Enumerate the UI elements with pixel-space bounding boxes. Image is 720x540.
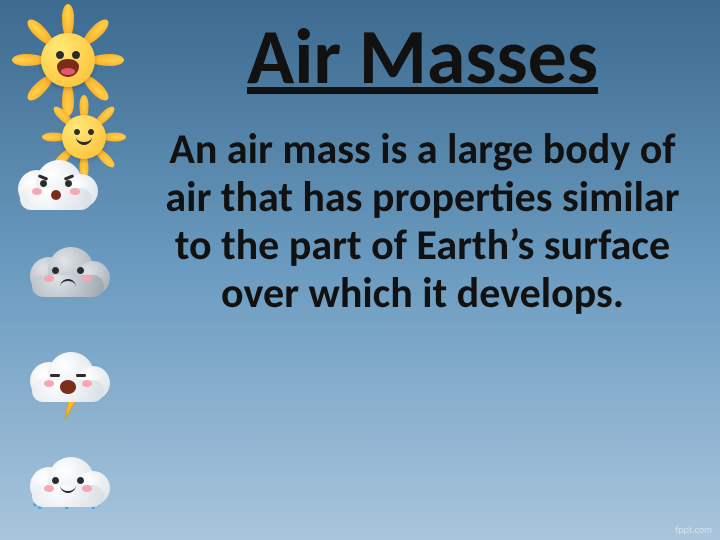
snow-cloud-icon	[26, 455, 110, 505]
rainy-icon	[18, 226, 118, 314]
storm-cloud-icon	[26, 350, 110, 400]
slide-body: An air mass is a large body of air that …	[155, 126, 690, 318]
cloud-angry-icon	[14, 158, 98, 208]
sunny-icon	[18, 16, 118, 104]
sun-behind-icon	[62, 115, 106, 159]
gray-cloud-icon	[26, 245, 110, 295]
partly-sunny-icon	[18, 121, 118, 209]
snow-icon: ✱✱✱	[18, 436, 118, 524]
slide-title: Air Masses	[247, 18, 598, 96]
footer-credit: fppt.com	[675, 523, 712, 536]
slide-content: Air Masses An air mass is a large body o…	[135, 0, 720, 540]
storm-icon	[18, 331, 118, 419]
sun-face	[41, 33, 95, 87]
weather-icon-sidebar: ✱✱✱	[0, 0, 135, 540]
